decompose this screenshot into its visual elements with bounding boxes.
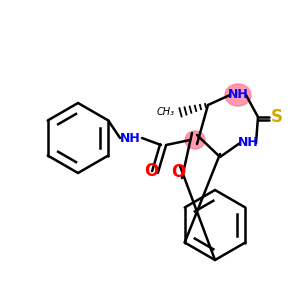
- Text: S: S: [271, 108, 283, 126]
- Text: O: O: [171, 163, 185, 181]
- Text: NH: NH: [120, 131, 140, 145]
- Text: NH: NH: [238, 136, 258, 149]
- Text: CH₃: CH₃: [157, 107, 175, 117]
- Text: O: O: [144, 162, 158, 180]
- Ellipse shape: [225, 84, 251, 106]
- Text: NH: NH: [228, 88, 248, 101]
- Ellipse shape: [185, 131, 205, 149]
